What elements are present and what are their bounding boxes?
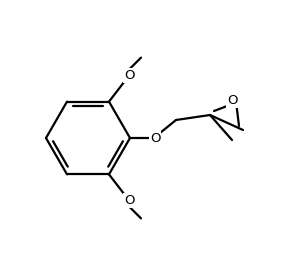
Text: O: O [124, 69, 134, 82]
Text: O: O [227, 94, 238, 107]
Text: O: O [150, 131, 160, 145]
Text: O: O [124, 194, 134, 207]
